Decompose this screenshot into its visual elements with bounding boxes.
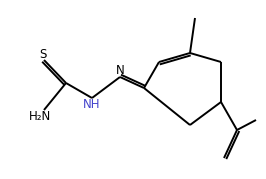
Text: S: S	[39, 47, 47, 61]
Text: H₂N: H₂N	[29, 110, 51, 124]
Text: N: N	[116, 64, 124, 76]
Text: NH: NH	[83, 98, 101, 112]
